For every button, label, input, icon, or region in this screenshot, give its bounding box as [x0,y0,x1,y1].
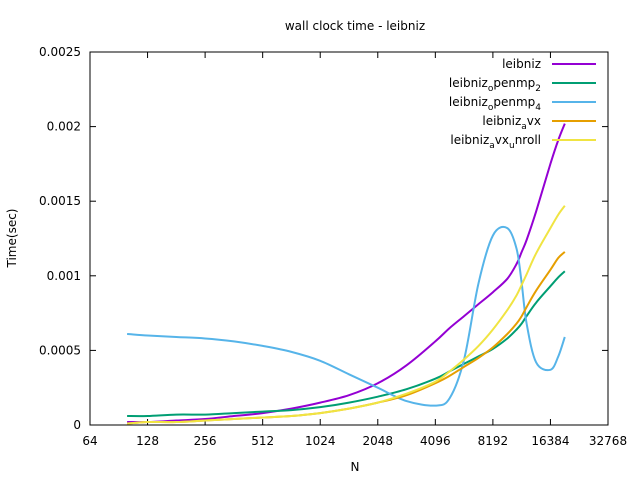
series-line-leibniz-openmp-2 [127,270,566,418]
y-tick-label: 0.0025 [39,45,81,59]
legend-label: leibniza​vxu​nroll [450,133,541,151]
plot-frame [89,51,609,426]
series-line-leibniz-avx-unroll [127,205,566,425]
x-tick-label: 16384 [531,434,569,448]
x-axis-title: N [351,460,360,474]
x-tick-label: 512 [251,434,274,448]
legend-label: leibnizo​penmp2​ [449,76,541,94]
series-line-leibniz [127,123,566,424]
legend-label: leibniz [502,57,541,71]
series-line-leibniz-openmp-4 [127,225,566,407]
y-axis-title: Time(sec) [5,209,19,269]
x-tick-label: 2048 [363,434,394,448]
y-tick-label: 0.0015 [39,194,81,208]
x-tick-label: 256 [194,434,217,448]
x-tick-label: 4096 [420,434,451,448]
chart-title: wall clock time - leibniz [285,19,425,33]
legend: leibnizleibnizo​penmp2​leibnizo​penmp4​l… [449,57,596,151]
legend-label: leibnizo​penmp4​ [449,95,541,113]
y-tick-label: 0.001 [47,269,81,283]
plot-axes: 64 128 256 512 1024 2048 4096 8192 16384 32768 0 0.… [39,45,627,448]
x-tick-label: 64 [82,434,97,448]
y-tick-label: 0.0005 [39,343,81,357]
x-tick-label: 128 [136,434,159,448]
x-tick-label: 8192 [478,434,509,448]
legend-label: leibniza​vx [482,114,541,132]
y-tick-label: 0.002 [47,120,81,134]
x-tick-label: 1024 [305,434,336,448]
y-tick-label: 0 [73,418,81,432]
x-tick-label: 32768 [589,434,627,448]
series-layer [127,123,566,425]
